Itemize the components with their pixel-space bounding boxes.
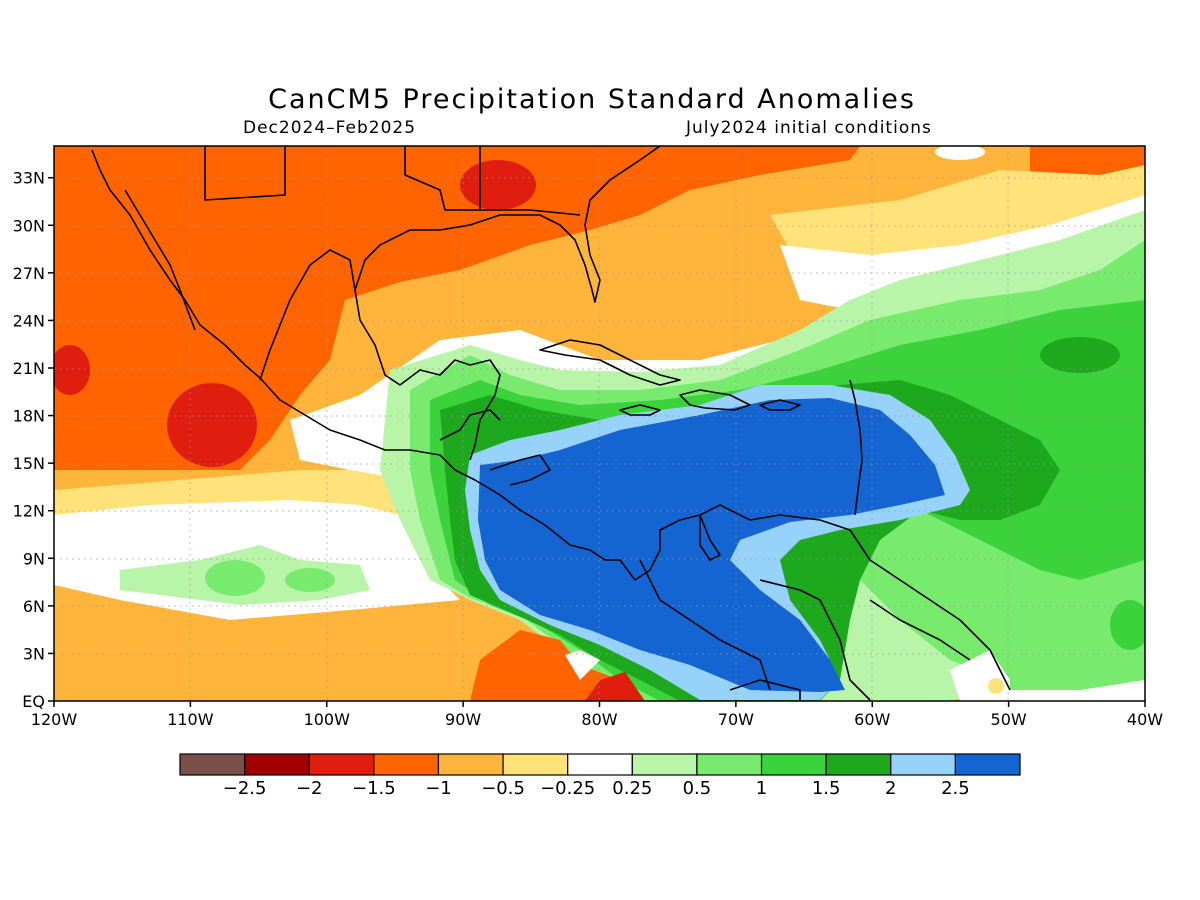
x-tick-label: 60W (854, 710, 890, 729)
colorbar-label: −0.5 (481, 778, 525, 799)
graticule (54, 146, 1145, 701)
colorbar-swatch (437, 753, 504, 776)
neutral-band-amazon (1010, 680, 1145, 701)
x-tick-label: 90W (445, 710, 481, 729)
weak-dry-spot-amazon (988, 678, 1004, 694)
dry-region-mexico-gulf (54, 146, 860, 470)
colorbar-swatch (696, 753, 763, 776)
initial-conditions: July2024 initial conditions (686, 118, 932, 138)
wet-blob-pacific-2 (285, 568, 335, 592)
colorbar-label: −0.25 (540, 778, 595, 799)
strong-wet-blob-east (1040, 337, 1120, 373)
colorbar-label: 0.25 (612, 778, 652, 799)
moderate-wet-blob-east (1110, 600, 1145, 650)
y-tick-label: 12N (13, 502, 45, 521)
x-tick-label: 70W (718, 710, 754, 729)
colorbar-swatch (954, 753, 1021, 776)
y-tick-label: EQ (22, 692, 45, 711)
x-tick-label: 50W (991, 710, 1027, 729)
strong-dry-blob-west (54, 345, 90, 395)
y-tick-label: 18N (13, 407, 45, 426)
colorbar: −2.5 −2 −1.5 −1 −0.5 −0.25 0.25 0.5 1 1.5 2 2.5 (179, 753, 1021, 799)
strong-dry-region-colombia (585, 672, 645, 701)
y-tick-label: 24N (13, 311, 45, 330)
colorbar-label: 1 (756, 778, 767, 799)
colorbar-label: 0.5 (683, 778, 712, 799)
x-tick-label: 80W (581, 710, 617, 729)
colorbar-swatch (567, 753, 633, 776)
extreme-wet-region (478, 398, 945, 692)
y-tick-label: 21N (13, 359, 45, 378)
x-tick-label: 100W (304, 710, 351, 729)
neutral-band-atlantic (780, 195, 1145, 310)
neutral-patch-colombia (565, 650, 600, 680)
dry-region-colombia (470, 630, 640, 701)
x-tick-label: 40W (1127, 710, 1163, 729)
colorbar-label: −1.5 (352, 778, 396, 799)
colorbar-swatch (825, 753, 892, 776)
colorbar-swatch (244, 753, 310, 776)
y-tick-label: 33N (13, 169, 45, 188)
y-tick-label: 3N (23, 644, 45, 663)
y-tick-label: 15N (13, 454, 45, 473)
colorbar-swatch (760, 753, 827, 776)
coastlines (91, 146, 1011, 701)
neutral-spot-atlantic (935, 146, 985, 160)
colorbar-swatch (890, 753, 956, 776)
strong-dry-blob-us (460, 160, 536, 210)
colorbar-swatch (308, 753, 375, 776)
x-tick-label: 120W (31, 710, 78, 729)
axis-ticks: 120W 110W 100W 90W 80W 70W 60W 50W 40W EQ 3N 6N 9N 12… (13, 169, 1164, 729)
colorbar-label: −2 (296, 778, 323, 799)
y-tick-label: 27N (13, 264, 45, 283)
map-title: CanCM5 Precipitation Standard Anomalies (268, 84, 916, 115)
x-tick-label: 110W (167, 710, 214, 729)
y-tick-label: 6N (23, 597, 45, 616)
colorbar-swatch (631, 753, 698, 776)
colorbar-swatch (179, 753, 246, 776)
colorbar-swatch (373, 753, 440, 776)
colorbar-label: −1 (425, 778, 452, 799)
colorbar-label: −2.5 (223, 778, 267, 799)
forecast-period: Dec2024–Feb2025 (243, 118, 417, 138)
colorbar-label: 2 (885, 778, 896, 799)
colorbar-label: 2.5 (941, 778, 970, 799)
strong-dry-blob-pacific (167, 383, 257, 467)
y-tick-label: 9N (23, 549, 45, 568)
colorbar-swatch (502, 753, 569, 776)
y-tick-label: 30N (13, 216, 45, 235)
wet-blob-pacific (205, 560, 265, 596)
colorbar-label: 1.5 (812, 778, 841, 799)
anomaly-field (54, 146, 1145, 701)
